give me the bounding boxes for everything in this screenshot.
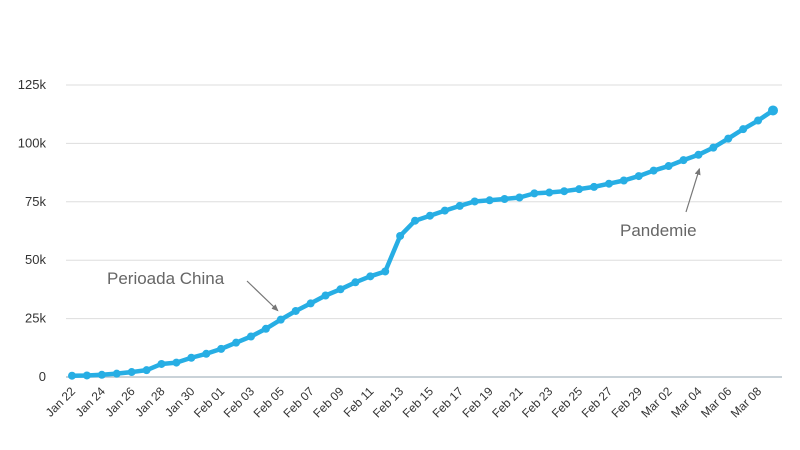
data-point-feb-18 (470, 197, 479, 206)
x-tick-label: Feb 09 (310, 384, 347, 421)
data-point-jan-31 (202, 349, 211, 358)
data-point-jan-24 (97, 370, 106, 379)
data-point-feb-14 (411, 216, 420, 225)
x-tick-label: Feb 07 (280, 384, 317, 421)
data-point-feb-05 (276, 315, 285, 324)
data-point-feb-04 (261, 324, 270, 333)
data-point-feb-16 (440, 206, 449, 215)
data-point-feb-19 (485, 196, 494, 205)
data-point-feb-22 (530, 189, 539, 198)
y-tick-label: 25k (25, 311, 46, 326)
y-axis-ticks: 0 25k 50k 75k 100k 125k (18, 77, 47, 384)
x-tick-label: Feb 03 (221, 384, 258, 421)
data-point-feb-24 (560, 187, 569, 196)
y-tick-label: 50k (25, 252, 46, 267)
data-point-jan-30 (187, 353, 196, 362)
y-tick-label: 100k (18, 135, 47, 150)
x-tick-label: Feb 15 (400, 384, 437, 421)
annotation-perioada-china: Perioada China (107, 269, 225, 288)
series-line (69, 108, 776, 378)
x-tick-label: Jan 26 (102, 384, 138, 420)
x-tick-label: Feb 19 (459, 384, 496, 421)
y-tick-label: 125k (18, 77, 47, 92)
data-point-feb-15 (425, 211, 434, 220)
x-tick-label: Jan 28 (132, 384, 168, 420)
x-tick-label: Feb 01 (191, 384, 228, 421)
data-point-jan-22 (68, 371, 76, 380)
data-point-feb-12 (381, 267, 390, 276)
data-point-feb-28 (619, 176, 628, 185)
data-point-feb-08 (321, 291, 330, 300)
annotation-perioada-china-arrow (246, 280, 279, 312)
x-tick-label: Feb 25 (549, 384, 586, 421)
data-point-feb-17 (455, 201, 464, 210)
series-line-layer (69, 108, 776, 378)
data-points (68, 105, 778, 380)
data-point-feb-01 (217, 344, 226, 353)
x-tick-label: Jan 22 (43, 384, 79, 420)
data-point-jan-26 (127, 368, 136, 377)
data-point-jan-28 (157, 359, 166, 368)
data-point-jan-29 (172, 358, 181, 367)
y-tick-label: 75k (25, 194, 46, 209)
x-tick-label: Feb 17 (430, 384, 467, 421)
data-point-feb-27 (604, 179, 613, 188)
data-point-feb-25 (575, 185, 584, 194)
data-point-jan-25 (112, 369, 121, 378)
y-tick-label: 0 (39, 369, 46, 384)
data-point-mar-02 (664, 162, 673, 171)
data-point-feb-29 (634, 172, 643, 181)
data-point-feb-09 (336, 285, 345, 294)
x-tick-label: Feb 05 (251, 384, 288, 421)
data-point-feb-10 (351, 278, 360, 287)
data-point-feb-02 (232, 338, 241, 347)
x-tick-label: Mar 08 (728, 384, 765, 421)
x-tick-label: Jan 24 (73, 384, 109, 420)
x-tick-label: Jan 30 (162, 384, 198, 420)
annotation-pandemie: Pandemie (620, 221, 697, 240)
x-tick-label: Feb 23 (519, 384, 556, 421)
x-tick-label: Feb 27 (579, 384, 616, 421)
data-point-feb-21 (515, 193, 524, 202)
annotations: Perioada China Pandemie (107, 167, 701, 312)
data-point-feb-03 (246, 332, 255, 341)
x-tick-label: Feb 13 (370, 384, 407, 421)
data-point-feb-06 (291, 306, 300, 315)
annotation-pandemie-arrow (685, 167, 701, 213)
data-point-jan-23 (82, 371, 91, 380)
x-tick-label: Feb 21 (489, 384, 526, 421)
data-point-mar-05 (709, 143, 718, 152)
data-point-mar-04 (694, 150, 703, 159)
x-tick-label: Mar 04 (668, 384, 705, 421)
data-point-mar-09 (768, 105, 778, 116)
data-point-feb-23 (545, 188, 554, 197)
data-point-mar-08 (754, 116, 763, 125)
data-point-feb-20 (500, 194, 509, 203)
x-tick-label: Mar 02 (638, 384, 675, 421)
data-point-mar-07 (739, 125, 748, 134)
data-point-feb-13 (396, 231, 405, 240)
x-tick-label: Feb 29 (609, 384, 646, 421)
data-point-mar-01 (649, 166, 658, 175)
data-point-feb-26 (590, 182, 599, 191)
data-point-jan-27 (142, 366, 151, 375)
data-point-feb-11 (366, 272, 375, 281)
data-point-mar-06 (724, 134, 733, 143)
gridlines (66, 84, 782, 378)
x-tick-label: Feb 11 (341, 384, 377, 420)
data-point-feb-07 (306, 299, 315, 308)
data-point-mar-03 (679, 156, 688, 165)
x-tick-label: Mar 06 (698, 384, 735, 421)
